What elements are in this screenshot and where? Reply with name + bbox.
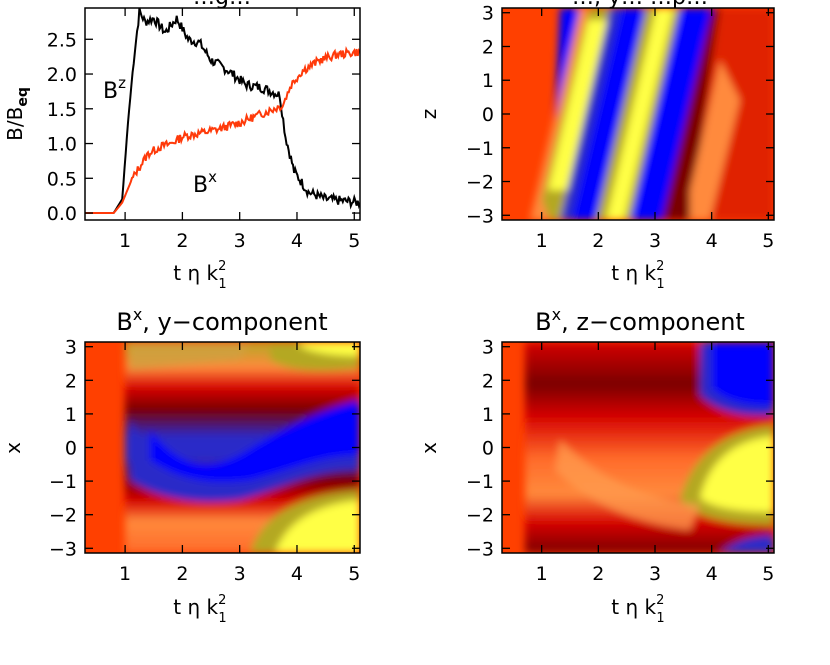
x-axis-label: t η k2 1 [173, 593, 226, 626]
series-line-bx [85, 46, 360, 214]
x-tick-label: 4 [291, 230, 303, 252]
y-tick-label: 0 [482, 438, 494, 460]
heatmap-band [560, 8, 622, 220]
heatmap-band [555, 440, 700, 530]
heatmap-band [690, 60, 740, 220]
y-axis-label: B/Beq [3, 87, 31, 141]
line-plot-area [85, 8, 360, 214]
axis-ticks: 1 2 3 4 5 −3 −2 −1 0 1 2 3 [466, 3, 774, 252]
y-tick-label: −3 [466, 205, 494, 227]
x-tick-label: 5 [348, 230, 360, 252]
panel-title: Bx, z−component [535, 305, 745, 336]
x-tick-label: 5 [348, 563, 360, 585]
y-tick-label: −2 [466, 172, 494, 194]
y-tick-label: 1 [482, 404, 494, 426]
y-tick-label: 1.5 [47, 99, 77, 121]
y-tick-label: 2 [482, 370, 494, 392]
x-tick-label: 2 [592, 230, 604, 252]
x-tick-label: 2 [176, 230, 188, 252]
y-tick-label: 1 [65, 404, 77, 426]
x-axis-label: t η k2 1 [173, 259, 226, 292]
y-tick-label: −3 [466, 538, 494, 560]
x-tick-label: 3 [649, 563, 661, 585]
heatmap-area [502, 342, 774, 553]
x-tick-label: 4 [706, 563, 718, 585]
y-tick-label: 0 [482, 104, 494, 126]
panel-title: …, y… …p… [572, 0, 708, 10]
y-tick-label: 3 [65, 337, 77, 359]
y-axis-label: x [417, 442, 441, 454]
y-tick-label: 3 [482, 337, 494, 359]
heatmap-band [300, 342, 360, 356]
heatmap-band [275, 500, 360, 553]
y-tick-label: 0 [65, 438, 77, 460]
y-tick-label: 0.5 [47, 168, 77, 190]
x-tick-label: 3 [234, 230, 246, 252]
x-tick-label: 4 [706, 230, 718, 252]
x-axis-label: t η k2 1 [611, 593, 664, 626]
y-tick-label: −1 [466, 138, 494, 160]
panel-top-right: …, y… …p… 1 2 3 4 5 −3 −2 −1 0 1 2 3 z [417, 0, 775, 292]
x-tick-label: 5 [762, 230, 774, 252]
heatmap-area [85, 342, 360, 553]
curve-label-bz: Bz [103, 74, 126, 104]
y-tick-label: 1 [482, 70, 494, 92]
axis-ticks: 1 2 3 4 5 0.0 0.5 1.0 1.5 2.0 2.5 [47, 8, 360, 252]
axis-ticks: 1 2 3 4 5 −3 −2 −1 0 1 2 3 [466, 337, 774, 585]
heatmap-band [720, 535, 774, 553]
heatmap-band [130, 342, 250, 370]
heatmap-band [596, 8, 656, 220]
panel-title: Bx, y−component [116, 305, 327, 336]
x-axis-label: t η k2 1 [611, 259, 664, 292]
plot-frame [84, 7, 361, 221]
y-tick-label: 2.5 [47, 29, 77, 51]
y-tick-label: 0.0 [47, 203, 77, 225]
curve-label-bx: Bx [193, 168, 217, 198]
y-axis-label: z [417, 109, 441, 120]
x-tick-label: 2 [592, 563, 604, 585]
y-tick-label: 2 [65, 370, 77, 392]
y-tick-label: 2 [482, 36, 494, 58]
y-tick-label: −2 [49, 505, 77, 527]
y-tick-label: −3 [49, 538, 77, 560]
heatmap-band [600, 8, 680, 220]
y-tick-label: 1.0 [47, 134, 77, 156]
y-tick-label: 3 [482, 3, 494, 25]
x-tick-label: 3 [234, 563, 246, 585]
x-tick-label: 2 [176, 563, 188, 585]
heatmap-band [555, 8, 580, 120]
y-tick-label: 2.0 [47, 64, 77, 86]
panel-bottom-right: Bx, z−component 1 2 3 4 5 −3 −2 −1 0 1 2 3 x t η k2… [417, 305, 775, 626]
y-tick-label: −1 [49, 471, 77, 493]
x-tick-label: 1 [536, 563, 548, 585]
x-tick-label: 1 [119, 230, 131, 252]
heatmap-band [700, 436, 774, 512]
panel-title: …g… [193, 0, 251, 10]
y-axis-label: x [1, 442, 25, 454]
heatmap-band [630, 8, 712, 220]
heatmap-band [712, 342, 774, 406]
heatmap-band [662, 8, 720, 220]
x-tick-label: 3 [649, 230, 661, 252]
x-tick-label: 4 [291, 563, 303, 585]
heatmap-band [548, 20, 612, 190]
axis-ticks: 1 2 3 4 5 −3 −2 −1 0 1 2 3 [49, 337, 360, 585]
x-tick-label: 1 [119, 563, 131, 585]
heatmap-band [150, 400, 360, 482]
y-tick-label: −2 [466, 505, 494, 527]
x-tick-label: 1 [536, 230, 548, 252]
x-tick-label: 5 [762, 563, 774, 585]
y-tick-label: −1 [466, 471, 494, 493]
panel-bottom-left: Bx, y−component 1 2 3 4 5 −3 −2 −1 0 1 2 3 x t η k2… [1, 305, 361, 626]
heatmap-area [502, 8, 774, 220]
series-line-bz [85, 8, 360, 214]
